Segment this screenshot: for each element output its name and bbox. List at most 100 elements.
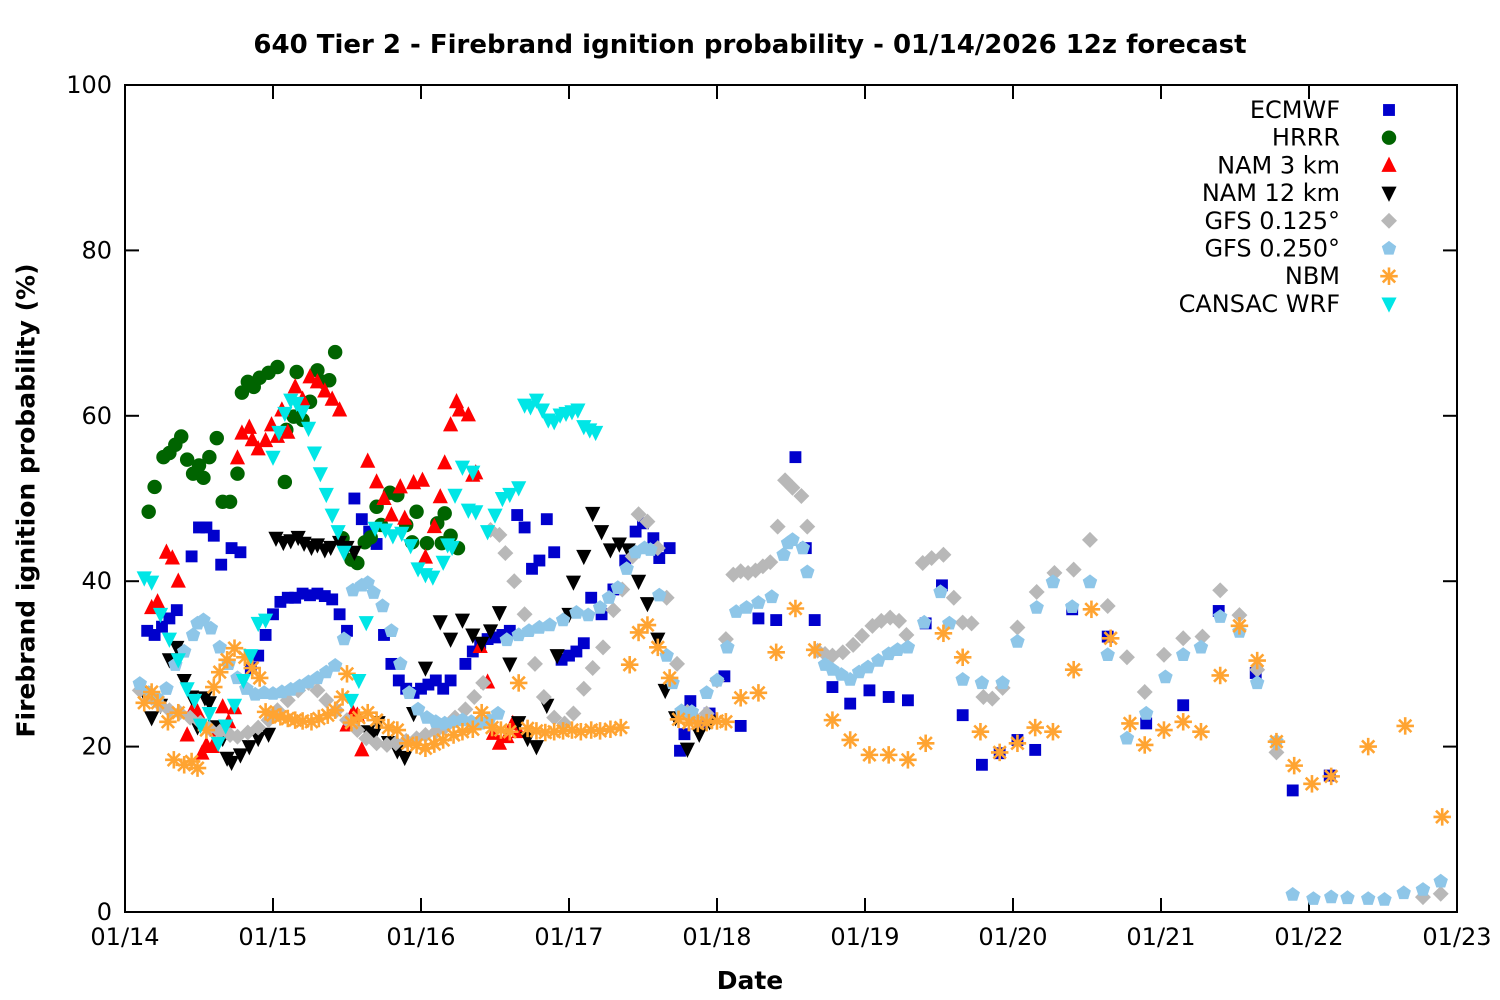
marker-asterisk [205,678,223,696]
marker-triangle-down [330,525,346,541]
marker-triangle-down [336,545,352,561]
marker-square [533,554,546,567]
marker-square [370,538,383,550]
marker-square [392,674,405,687]
marker-triangle-down [528,393,545,409]
marker-triangle-down [309,538,325,554]
marker-triangle-down [491,606,508,622]
asterisk-spoke [137,695,152,710]
marker-triangle-down [243,649,259,665]
marker-diamond [368,735,385,752]
marker-triangle-up [426,517,442,534]
marker-triangle-down [511,716,527,732]
marker-triangle-down [226,698,243,714]
marker-triangle-down [432,615,448,631]
marker-square [734,719,747,732]
marker-triangle-up [376,489,392,505]
asterisk-spoke [273,709,288,724]
marker-triangle-up [354,741,370,757]
marker-triangle-down [397,750,413,767]
marker-triangle-down [258,613,274,629]
chart-title: 640 Tier 2 - Firebrand ignition probabil… [253,30,1247,60]
marker-asterisk [1064,660,1083,679]
marker-square [252,649,265,662]
marker-circle [196,470,211,486]
marker-triangle-down [343,693,360,710]
marker-circle [230,466,245,481]
marker-square [752,612,765,625]
marker-asterisk [243,659,262,677]
x-tick-label: 01/18 [682,923,751,951]
asterisk-spoke [258,704,273,719]
marker-asterisk [210,663,229,681]
marker-square [215,558,228,571]
marker-pentagon [871,653,886,667]
asterisk-spoke [955,650,970,665]
marker-triangle-down [161,632,177,648]
marker-diamond [845,636,862,653]
marker-triangle-up [485,724,502,740]
marker-circle [209,430,224,446]
marker-diamond [1212,582,1229,599]
y-tick-label: 0 [97,898,112,926]
marker-asterisk [786,599,805,618]
marker-square [863,684,876,697]
marker-triangle-up [170,572,186,588]
marker-square [341,624,353,637]
marker-triangle-down [295,405,311,421]
marker-diamond [747,562,764,579]
marker-pentagon [800,564,815,579]
marker-triangle-up [215,698,231,714]
marker-square [563,649,575,662]
marker-square [577,637,590,650]
marker-pentagon [1010,634,1025,648]
marker-diamond [923,550,940,567]
marker-pentagon [1213,609,1228,623]
marker-asterisk [388,721,407,739]
asterisk-spoke [992,745,1007,760]
marker-circle [191,458,207,473]
marker-circle [222,494,238,510]
asterisk-spoke [252,670,267,686]
marker-asterisk [338,665,356,683]
marker-square [1383,104,1395,116]
marker-circle [202,449,217,465]
marker-triangle-up [443,416,459,432]
asterisk-spoke [339,666,355,681]
marker-triangle-up [244,431,260,447]
marker-triangle-down [179,682,195,698]
marker-asterisk [649,638,667,657]
marker-diamond [854,627,871,644]
marker-pentagon [601,590,617,604]
marker-pentagon [1176,647,1191,661]
marker-pentagon [203,620,219,635]
marker-pentagon [652,587,667,602]
marker-pentagon [1361,891,1376,905]
marker-asterisk [660,669,679,687]
marker-triangle-down [324,508,340,524]
asterisk-spoke [1045,724,1061,739]
marker-pentagon [159,681,174,695]
marker-asterisk [1380,267,1398,285]
marker-diamond [466,689,483,705]
marker-triangle-down [417,661,434,677]
marker-asterisk [1285,756,1303,775]
marker-pentagon [860,659,876,674]
marker-square [225,542,238,555]
marker-asterisk [1211,666,1229,685]
marker-triangle-down [223,755,240,772]
asterisk-spoke [918,736,933,751]
asterisk-spoke [592,723,608,739]
asterisk-spoke [1324,769,1339,784]
marker-triangle-down [549,649,565,665]
marker-triangle-down [318,487,334,504]
marker-square [647,532,660,545]
marker-triangle-down [296,536,312,552]
asterisk-spoke [144,684,159,700]
marker-diamond [1065,561,1082,578]
marker-square [674,744,686,757]
asterisk-spoke [360,705,375,720]
asterisk-spoke [335,689,350,705]
asterisk-spoke [1028,720,1043,735]
